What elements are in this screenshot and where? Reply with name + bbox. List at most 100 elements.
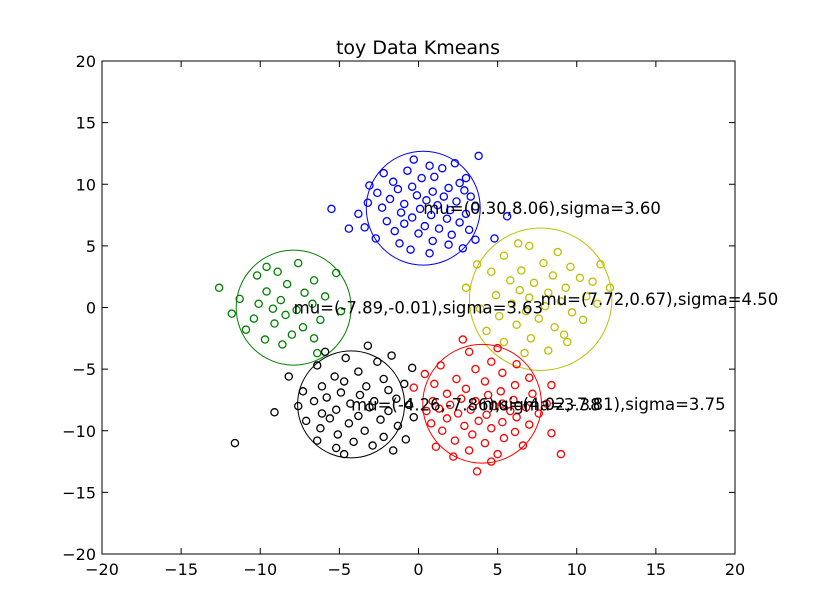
data-point bbox=[230, 438, 240, 448]
data-point bbox=[409, 383, 419, 392]
data-point bbox=[548, 271, 558, 280]
data-point bbox=[287, 330, 297, 339]
data-point bbox=[578, 315, 588, 325]
data-point bbox=[388, 177, 398, 187]
data-point bbox=[308, 299, 317, 309]
data-point bbox=[487, 357, 496, 366]
data-point bbox=[325, 414, 335, 423]
data-point bbox=[360, 223, 369, 232]
data-point bbox=[425, 161, 434, 171]
data-point bbox=[464, 446, 474, 455]
data-point bbox=[455, 218, 464, 227]
data-point bbox=[461, 209, 471, 219]
data-point bbox=[442, 389, 452, 399]
data-point bbox=[420, 221, 430, 231]
data-point bbox=[260, 335, 270, 344]
data-point bbox=[482, 410, 491, 419]
x-tick-label: −20 bbox=[85, 560, 119, 579]
data-point bbox=[412, 191, 422, 200]
data-point bbox=[547, 380, 556, 390]
data-point bbox=[494, 311, 504, 321]
data-point bbox=[567, 308, 577, 317]
data-point bbox=[581, 292, 591, 301]
data-point bbox=[491, 290, 501, 300]
data-point bbox=[322, 393, 331, 402]
data-point bbox=[301, 416, 311, 426]
y-tick-label: 15 bbox=[76, 114, 96, 133]
x-tick-label: 15 bbox=[646, 560, 666, 579]
data-point bbox=[241, 325, 251, 334]
data-point bbox=[309, 334, 319, 343]
data-point bbox=[480, 438, 490, 448]
data-point bbox=[539, 258, 548, 268]
data-point bbox=[292, 305, 301, 315]
y-tick-label: −10 bbox=[62, 422, 96, 441]
data-point bbox=[360, 426, 369, 435]
data-point bbox=[387, 351, 396, 360]
data-point bbox=[331, 443, 341, 453]
data-point bbox=[407, 363, 417, 373]
data-point bbox=[493, 343, 502, 353]
data-point bbox=[542, 399, 551, 408]
data-point bbox=[447, 230, 456, 240]
data-point bbox=[512, 320, 521, 330]
data-point bbox=[426, 419, 436, 428]
data-point bbox=[384, 385, 393, 395]
data-point bbox=[333, 430, 343, 439]
data-point bbox=[400, 199, 409, 209]
data-point bbox=[453, 409, 463, 418]
cluster-1 bbox=[461, 227, 615, 371]
y-tick-label: 20 bbox=[76, 52, 96, 71]
data-point bbox=[521, 306, 531, 316]
data-point bbox=[534, 409, 544, 418]
data-point bbox=[254, 299, 263, 309]
data-point bbox=[593, 299, 602, 309]
data-point bbox=[235, 294, 244, 304]
data-point bbox=[525, 241, 534, 251]
data-point bbox=[472, 467, 482, 476]
data-point bbox=[355, 390, 365, 400]
data-point bbox=[498, 399, 507, 408]
data-point bbox=[249, 314, 259, 323]
data-point bbox=[499, 251, 509, 260]
data-point bbox=[344, 419, 354, 428]
axes-frame bbox=[101, 60, 736, 555]
data-point bbox=[354, 411, 363, 421]
data-point bbox=[588, 277, 597, 286]
data-point bbox=[388, 446, 398, 455]
data-point bbox=[528, 389, 537, 399]
data-point bbox=[521, 403, 531, 412]
x-tick-label: −5 bbox=[328, 560, 352, 579]
data-point bbox=[556, 449, 566, 459]
data-point bbox=[472, 260, 482, 269]
data-point bbox=[544, 288, 553, 297]
data-point bbox=[510, 380, 520, 390]
data-point bbox=[428, 236, 437, 246]
data-point bbox=[487, 424, 496, 433]
data-point bbox=[468, 430, 477, 439]
data-point bbox=[428, 187, 437, 196]
data-point bbox=[480, 377, 490, 386]
data-point bbox=[373, 188, 382, 198]
data-point bbox=[474, 416, 483, 426]
data-point bbox=[458, 244, 468, 253]
sigma-circle bbox=[468, 227, 613, 371]
data-point bbox=[278, 340, 287, 349]
y-tick-label: −20 bbox=[62, 545, 96, 564]
data-point bbox=[363, 198, 373, 207]
data-point bbox=[526, 334, 536, 343]
data-point bbox=[510, 427, 520, 437]
data-point bbox=[444, 240, 453, 249]
data-point bbox=[282, 279, 292, 289]
data-point bbox=[437, 163, 447, 173]
y-tick-label: −15 bbox=[62, 483, 96, 502]
data-point bbox=[369, 396, 379, 406]
data-point bbox=[502, 212, 512, 221]
data-point bbox=[561, 283, 570, 293]
data-point bbox=[392, 394, 401, 403]
data-point bbox=[556, 297, 566, 306]
cluster-annotation: mu=(7.72,0.67),sigma=4.50 bbox=[541, 290, 779, 309]
data-point bbox=[474, 151, 483, 161]
data-point bbox=[461, 384, 471, 394]
